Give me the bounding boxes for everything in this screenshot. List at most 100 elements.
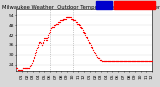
- Point: [117, 61, 120, 62]
- Point: [151, 61, 153, 62]
- Point: [68, 16, 70, 18]
- Point: [25, 67, 28, 69]
- Point: [134, 61, 137, 62]
- Point: [93, 53, 96, 54]
- Point: [48, 33, 50, 34]
- Point: [135, 61, 138, 62]
- Point: [148, 61, 151, 62]
- Point: [145, 61, 148, 62]
- Point: [65, 16, 68, 18]
- Point: [85, 36, 88, 37]
- Point: [21, 69, 24, 70]
- Point: [72, 20, 75, 21]
- Point: [114, 61, 117, 62]
- Point: [45, 39, 47, 41]
- Point: [139, 61, 142, 62]
- Point: [50, 28, 53, 29]
- Point: [72, 18, 74, 19]
- Point: [20, 69, 23, 70]
- Point: [124, 61, 127, 62]
- Point: [132, 61, 135, 62]
- Point: [89, 43, 91, 44]
- Point: [123, 61, 125, 62]
- Point: [121, 61, 123, 62]
- Point: [54, 24, 56, 26]
- Point: [86, 39, 89, 41]
- Point: [98, 59, 101, 60]
- Point: [140, 61, 142, 62]
- Point: [66, 16, 68, 18]
- Point: [84, 33, 86, 34]
- Point: [98, 57, 100, 59]
- Point: [63, 18, 66, 19]
- Point: [124, 61, 127, 62]
- Point: [22, 67, 24, 69]
- Point: [64, 18, 66, 19]
- Point: [43, 39, 45, 41]
- Point: [139, 61, 141, 62]
- Point: [61, 20, 64, 21]
- Point: [46, 38, 49, 39]
- Point: [97, 57, 100, 59]
- Point: [76, 21, 78, 23]
- Point: [40, 43, 42, 44]
- Point: [146, 61, 149, 62]
- Point: [27, 67, 30, 69]
- Point: [60, 20, 62, 21]
- Point: [95, 54, 97, 56]
- Point: [43, 38, 46, 39]
- Point: [88, 41, 90, 42]
- Point: [39, 41, 41, 42]
- Point: [78, 24, 80, 26]
- Point: [20, 69, 22, 70]
- Point: [103, 61, 105, 62]
- Point: [58, 21, 60, 23]
- Point: [115, 61, 118, 62]
- Point: [142, 61, 144, 62]
- Point: [116, 61, 119, 62]
- Point: [93, 51, 95, 52]
- Point: [63, 18, 65, 19]
- Point: [68, 16, 71, 18]
- Point: [127, 61, 129, 62]
- Point: [92, 49, 95, 51]
- Point: [85, 36, 87, 37]
- Point: [102, 61, 104, 62]
- Point: [100, 59, 103, 60]
- Point: [99, 59, 101, 60]
- Point: [37, 43, 40, 44]
- Point: [96, 56, 99, 57]
- Point: [87, 39, 90, 41]
- Point: [118, 61, 121, 62]
- Point: [136, 61, 139, 62]
- Point: [73, 20, 75, 21]
- Point: [69, 16, 72, 18]
- Point: [67, 16, 69, 18]
- Point: [59, 20, 62, 21]
- Point: [32, 57, 35, 59]
- Point: [37, 44, 40, 46]
- Point: [118, 61, 120, 62]
- Point: [41, 43, 44, 44]
- Point: [86, 38, 88, 39]
- Point: [91, 48, 94, 49]
- Point: [119, 61, 121, 62]
- Point: [142, 61, 145, 62]
- Point: [146, 61, 148, 62]
- Point: [90, 46, 93, 47]
- Point: [136, 61, 139, 62]
- Point: [44, 38, 47, 39]
- Point: [79, 26, 82, 27]
- Point: [101, 61, 104, 62]
- Point: [64, 18, 67, 19]
- Point: [92, 49, 94, 51]
- Point: [17, 69, 20, 70]
- Point: [125, 61, 128, 62]
- Point: [42, 41, 45, 42]
- Point: [84, 34, 87, 36]
- Point: [94, 53, 96, 54]
- Point: [70, 18, 72, 19]
- Point: [149, 61, 152, 62]
- Point: [35, 51, 37, 52]
- Point: [15, 67, 18, 69]
